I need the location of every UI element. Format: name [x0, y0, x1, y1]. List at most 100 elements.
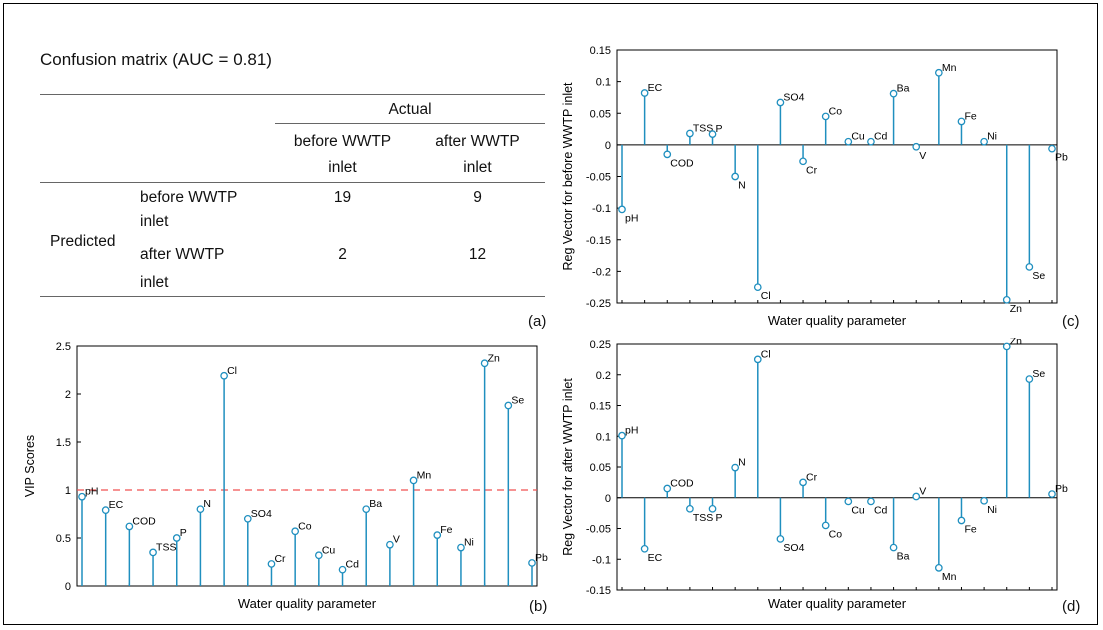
- data-label-P: P: [716, 123, 723, 135]
- data-label-Co: Co: [829, 105, 843, 117]
- y-tick-label: 0.15: [590, 401, 611, 413]
- panel-label-c: (c): [1062, 313, 1080, 330]
- stem-marker-COD: [663, 484, 672, 493]
- stem-marker-Cr: [267, 560, 276, 568]
- stem-marker-Cd: [867, 497, 875, 506]
- data-label-Zn: Zn: [1010, 338, 1022, 347]
- stem-marker-Cl: [220, 371, 228, 380]
- stem-marker-Cu: [844, 137, 853, 146]
- stem-marker-SO4: [243, 514, 252, 523]
- data-label-TSS: TSS: [156, 541, 176, 553]
- stem-marker-P: [708, 130, 717, 138]
- data-label-Ba: Ba: [369, 498, 382, 510]
- cell-r2c1: 2: [338, 246, 347, 263]
- plot-frame: [76, 345, 538, 587]
- table-header-rule: [40, 182, 545, 183]
- data-label-Cd: Cd: [346, 559, 360, 571]
- stem-marker-TSS: [686, 504, 694, 513]
- y-tick-label: 0: [605, 140, 611, 152]
- data-label-Ba: Ba: [897, 551, 910, 563]
- stem-marker-Ba: [362, 505, 371, 514]
- stem-marker-pH: [618, 431, 626, 440]
- data-label-Co: Co: [829, 528, 843, 540]
- data-label-pH: pH: [85, 486, 98, 498]
- data-label-Se: Se: [1032, 270, 1045, 282]
- data-label-N: N: [738, 457, 746, 469]
- data-label-Mn: Mn: [942, 571, 957, 583]
- plot-frame: [616, 343, 1058, 591]
- data-label-Cd: Cd: [874, 131, 888, 143]
- stem-marker-V: [386, 540, 394, 549]
- panel-label-d: (d): [1062, 598, 1081, 615]
- y-tick-label: 0.05: [590, 108, 611, 120]
- data-label-SO4: SO4: [783, 91, 804, 103]
- data-label-N: N: [203, 498, 211, 510]
- data-label-Cr: Cr: [806, 164, 818, 176]
- y-tick-label: 0.25: [590, 339, 611, 351]
- confusion-matrix-panel: Confusion matrix (AUC = 0.81) Actual bef…: [40, 40, 545, 340]
- stem-marker-pH: [78, 492, 86, 501]
- data-label-Ni: Ni: [987, 131, 997, 143]
- stem-marker-Pb: [528, 559, 536, 567]
- cell-r1c2: 9: [473, 189, 482, 206]
- stem-marker-SO4: [776, 535, 785, 543]
- data-label-N: N: [738, 180, 746, 192]
- stem-marker-EC: [101, 506, 110, 515]
- y-tick-label: -0.1: [592, 203, 611, 215]
- data-label-COD: COD: [670, 478, 694, 490]
- data-label-Pb: Pb: [535, 552, 548, 564]
- data-label-EC: EC: [648, 82, 663, 94]
- stem-marker-Cr: [799, 157, 807, 166]
- stem-marker-Mn: [934, 68, 943, 77]
- data-label-Mn: Mn: [417, 469, 432, 481]
- stem-marker-N: [731, 172, 740, 181]
- data-label-Cl: Cl: [227, 365, 237, 377]
- stem-marker-Ni: [980, 137, 988, 146]
- cell-r1c1: 19: [333, 189, 352, 206]
- stem-marker-Pb: [1048, 144, 1056, 153]
- actual-header: Actual: [388, 101, 432, 118]
- panel-label-a: (a): [528, 313, 547, 330]
- data-label-Cu: Cu: [851, 504, 865, 516]
- x-axis-label: Water quality parameter: [238, 596, 377, 611]
- data-label-EC: EC: [648, 552, 663, 564]
- data-label-Fe: Fe: [964, 524, 976, 536]
- stem-marker-V: [912, 142, 921, 151]
- stem-marker-Ni: [457, 543, 465, 552]
- y-tick-label: 2: [65, 389, 71, 401]
- y-tick-label: -0.15: [586, 585, 611, 597]
- data-label-pH: pH: [625, 212, 638, 224]
- y-axis-label: Reg Vector for after WWTP inlet: [561, 378, 575, 556]
- stem-marker-Co: [291, 527, 300, 536]
- stem-marker-Pb: [1048, 490, 1056, 498]
- data-label-Cr: Cr: [806, 471, 818, 483]
- y-tick-label: 0.5: [56, 533, 71, 545]
- stem-marker-Zn: [1002, 295, 1011, 304]
- panel-label-b: (b): [529, 598, 548, 615]
- data-label-Cu: Cu: [322, 544, 336, 556]
- y-tick-label: 0.1: [596, 77, 611, 89]
- data-label-SO4: SO4: [783, 542, 804, 554]
- reg-vector-after-chart: -0.15 -0.1 -0.05 0 0.05 0.1 0.15 0.2 0.25 pH EC COD…: [561, 338, 1068, 611]
- stem-marker-pH: [618, 205, 626, 214]
- stem-marker-Cd: [338, 565, 347, 574]
- stem-marker-SO4: [776, 98, 785, 107]
- col-before-line1: before WWTP: [293, 133, 392, 150]
- y-tick-label: -0.2: [592, 266, 611, 278]
- col-after-line2: inlet: [463, 159, 492, 176]
- data-label-P: P: [716, 512, 723, 524]
- data-label-Co: Co: [298, 520, 312, 532]
- data-label-Ba: Ba: [897, 83, 910, 95]
- data-label-Zn: Zn: [1010, 303, 1022, 315]
- stem-marker-TSS: [149, 548, 157, 557]
- y-axis-label: Reg Vector for before WWTP inlet: [561, 82, 575, 271]
- stem-marker-Co: [821, 521, 830, 530]
- row-after-line2: inlet: [140, 274, 169, 291]
- vip-scores-chart: 0 0.5 1 1.5 2 2.5 pH EC COD TSS P N Cl SO4 Cr Co Cu Cd Ba V…: [23, 341, 548, 611]
- data-label-V: V: [393, 534, 400, 546]
- reg-vector-before-chart: -0.25 -0.2 -0.15 -0.1 -0.05 0 0.05 0.1 0.15 pH EC C…: [561, 45, 1068, 328]
- stem-marker-Mn: [409, 476, 418, 485]
- stem-marker-TSS: [686, 129, 694, 138]
- row-before-line2: inlet: [140, 213, 169, 230]
- data-label-Cu: Cu: [851, 131, 865, 143]
